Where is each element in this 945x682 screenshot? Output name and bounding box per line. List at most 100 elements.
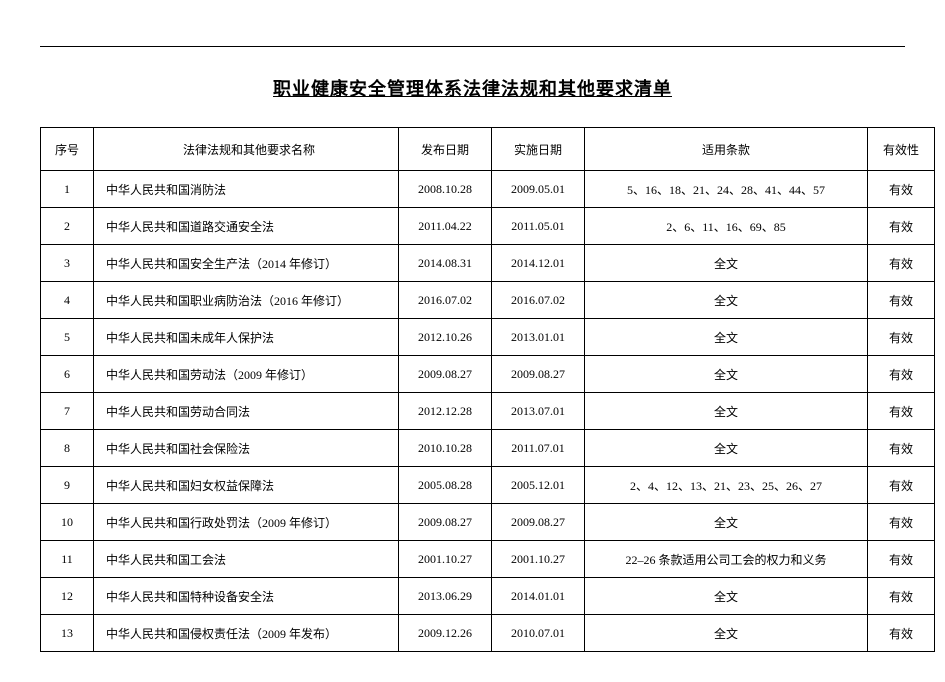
cell-pub: 2016.07.02 <box>399 282 492 319</box>
cell-pub: 2009.08.27 <box>399 504 492 541</box>
cell-clause: 2、4、12、13、21、23、25、26、27 <box>585 467 868 504</box>
cell-clause: 全文 <box>585 319 868 356</box>
table-row: 5中华人民共和国未成年人保护法2012.10.262013.01.01全文有效 <box>41 319 935 356</box>
cell-impl: 2014.01.01 <box>492 578 585 615</box>
cell-name: 中华人民共和国道路交通安全法 <box>94 208 399 245</box>
cell-pub: 2005.08.28 <box>399 467 492 504</box>
cell-valid: 有效 <box>868 208 935 245</box>
cell-impl: 2001.10.27 <box>492 541 585 578</box>
page: 职业健康安全管理体系法律法规和其他要求清单 序号 法律法规和其他要求名称 发布日… <box>0 0 945 682</box>
cell-valid: 有效 <box>868 282 935 319</box>
cell-clause: 全文 <box>585 430 868 467</box>
cell-impl: 2005.12.01 <box>492 467 585 504</box>
table-header-row: 序号 法律法规和其他要求名称 发布日期 实施日期 适用条款 有效性 <box>41 128 935 171</box>
cell-impl: 2009.05.01 <box>492 171 585 208</box>
table-row: 3中华人民共和国安全生产法（2014 年修订）2014.08.312014.12… <box>41 245 935 282</box>
cell-seq: 9 <box>41 467 94 504</box>
table-row: 9中华人民共和国妇女权益保障法2005.08.282005.12.012、4、1… <box>41 467 935 504</box>
cell-pub: 2012.10.26 <box>399 319 492 356</box>
cell-impl: 2011.05.01 <box>492 208 585 245</box>
table-row: 12中华人民共和国特种设备安全法2013.06.292014.01.01全文有效 <box>41 578 935 615</box>
cell-pub: 2009.08.27 <box>399 356 492 393</box>
cell-valid: 有效 <box>868 541 935 578</box>
cell-impl: 2009.08.27 <box>492 504 585 541</box>
cell-valid: 有效 <box>868 356 935 393</box>
cell-impl: 2013.07.01 <box>492 393 585 430</box>
cell-valid: 有效 <box>868 615 935 652</box>
cell-name: 中华人民共和国特种设备安全法 <box>94 578 399 615</box>
col-header-impl: 实施日期 <box>492 128 585 171</box>
cell-seq: 2 <box>41 208 94 245</box>
top-rule <box>40 46 905 47</box>
cell-clause: 全文 <box>585 393 868 430</box>
cell-impl: 2013.01.01 <box>492 319 585 356</box>
cell-seq: 10 <box>41 504 94 541</box>
cell-valid: 有效 <box>868 578 935 615</box>
cell-pub: 2012.12.28 <box>399 393 492 430</box>
cell-name: 中华人民共和国工会法 <box>94 541 399 578</box>
cell-valid: 有效 <box>868 245 935 282</box>
table-body: 1中华人民共和国消防法2008.10.282009.05.015、16、18、2… <box>41 171 935 652</box>
cell-seq: 8 <box>41 430 94 467</box>
cell-seq: 13 <box>41 615 94 652</box>
cell-pub: 2010.10.28 <box>399 430 492 467</box>
cell-valid: 有效 <box>868 430 935 467</box>
cell-impl: 2014.12.01 <box>492 245 585 282</box>
cell-seq: 7 <box>41 393 94 430</box>
cell-clause: 全文 <box>585 356 868 393</box>
table-row: 10中华人民共和国行政处罚法（2009 年修订）2009.08.272009.0… <box>41 504 935 541</box>
cell-clause: 5、16、18、21、24、28、41、44、57 <box>585 171 868 208</box>
cell-pub: 2011.04.22 <box>399 208 492 245</box>
cell-seq: 6 <box>41 356 94 393</box>
cell-clause: 全文 <box>585 504 868 541</box>
cell-valid: 有效 <box>868 393 935 430</box>
cell-seq: 5 <box>41 319 94 356</box>
table-row: 6中华人民共和国劳动法（2009 年修订）2009.08.272009.08.2… <box>41 356 935 393</box>
cell-name: 中华人民共和国侵权责任法（2009 年发布） <box>94 615 399 652</box>
cell-valid: 有效 <box>868 319 935 356</box>
table-row: 1中华人民共和国消防法2008.10.282009.05.015、16、18、2… <box>41 171 935 208</box>
cell-clause: 全文 <box>585 245 868 282</box>
cell-impl: 2009.08.27 <box>492 356 585 393</box>
table-row: 2中华人民共和国道路交通安全法2011.04.222011.05.012、6、1… <box>41 208 935 245</box>
cell-impl: 2011.07.01 <box>492 430 585 467</box>
col-header-pub: 发布日期 <box>399 128 492 171</box>
cell-clause: 全文 <box>585 615 868 652</box>
laws-table: 序号 法律法规和其他要求名称 发布日期 实施日期 适用条款 有效性 1中华人民共… <box>40 127 935 652</box>
table-row: 13中华人民共和国侵权责任法（2009 年发布）2009.12.262010.0… <box>41 615 935 652</box>
cell-name: 中华人民共和国劳动合同法 <box>94 393 399 430</box>
table-row: 11中华人民共和国工会法2001.10.272001.10.2722–26 条款… <box>41 541 935 578</box>
cell-seq: 11 <box>41 541 94 578</box>
cell-seq: 12 <box>41 578 94 615</box>
page-title: 职业健康安全管理体系法律法规和其他要求清单 <box>40 75 905 101</box>
cell-seq: 1 <box>41 171 94 208</box>
cell-valid: 有效 <box>868 467 935 504</box>
cell-name: 中华人民共和国行政处罚法（2009 年修订） <box>94 504 399 541</box>
cell-impl: 2010.07.01 <box>492 615 585 652</box>
cell-name: 中华人民共和国职业病防治法（2016 年修订） <box>94 282 399 319</box>
cell-clause: 全文 <box>585 578 868 615</box>
col-header-name: 法律法规和其他要求名称 <box>94 128 399 171</box>
cell-pub: 2014.08.31 <box>399 245 492 282</box>
cell-clause: 2、6、11、16、69、85 <box>585 208 868 245</box>
col-header-seq: 序号 <box>41 128 94 171</box>
cell-name: 中华人民共和国安全生产法（2014 年修订） <box>94 245 399 282</box>
cell-name: 中华人民共和国未成年人保护法 <box>94 319 399 356</box>
col-header-valid: 有效性 <box>868 128 935 171</box>
cell-name: 中华人民共和国劳动法（2009 年修订） <box>94 356 399 393</box>
table-row: 7中华人民共和国劳动合同法2012.12.282013.07.01全文有效 <box>41 393 935 430</box>
cell-pub: 2013.06.29 <box>399 578 492 615</box>
cell-seq: 3 <box>41 245 94 282</box>
cell-pub: 2001.10.27 <box>399 541 492 578</box>
cell-name: 中华人民共和国妇女权益保障法 <box>94 467 399 504</box>
cell-pub: 2008.10.28 <box>399 171 492 208</box>
cell-name: 中华人民共和国消防法 <box>94 171 399 208</box>
cell-valid: 有效 <box>868 504 935 541</box>
cell-pub: 2009.12.26 <box>399 615 492 652</box>
col-header-clause: 适用条款 <box>585 128 868 171</box>
table-row: 8中华人民共和国社会保险法2010.10.282011.07.01全文有效 <box>41 430 935 467</box>
cell-clause: 全文 <box>585 282 868 319</box>
cell-impl: 2016.07.02 <box>492 282 585 319</box>
cell-valid: 有效 <box>868 171 935 208</box>
cell-seq: 4 <box>41 282 94 319</box>
